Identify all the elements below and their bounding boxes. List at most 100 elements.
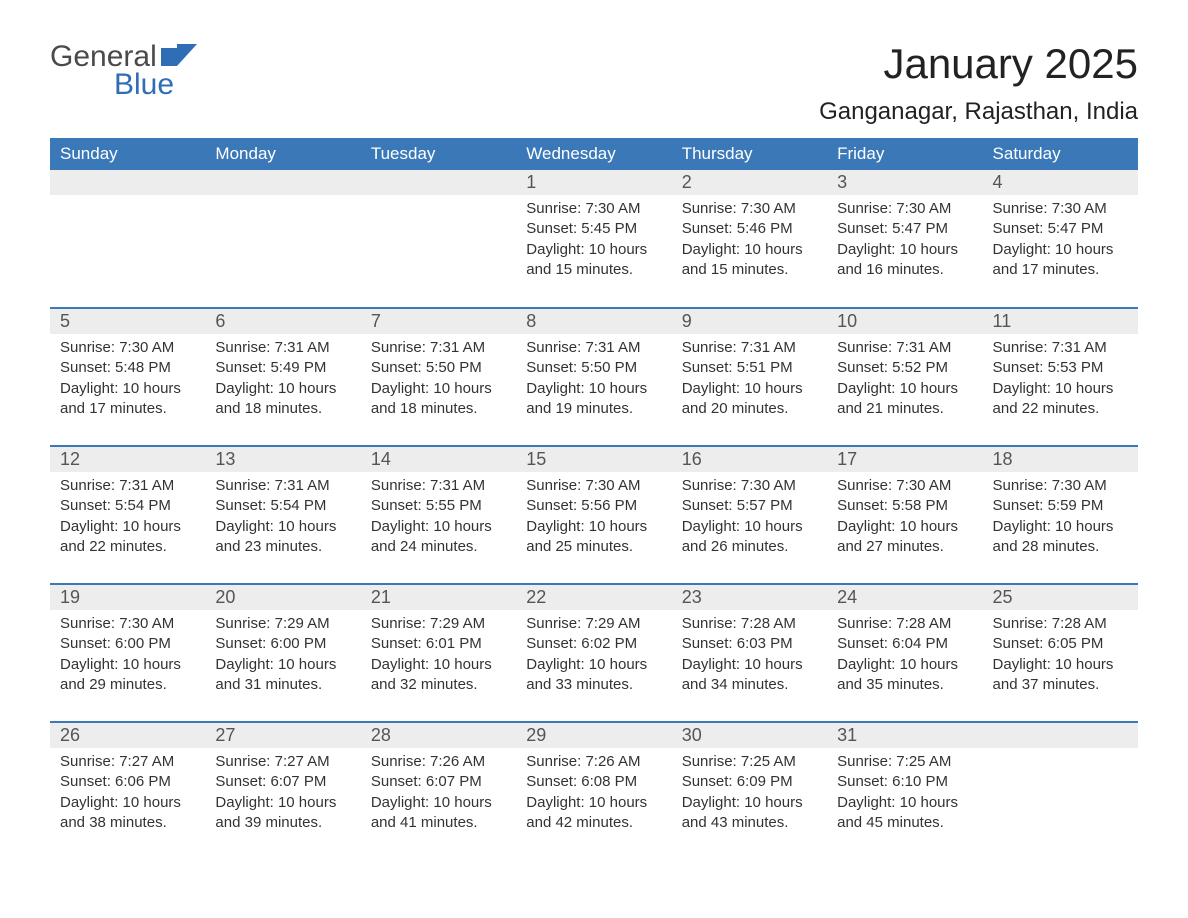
sunrise-text: Sunrise: 7:30 AM [526, 476, 661, 496]
day-number: 22 [516, 585, 671, 610]
day-number: 23 [672, 585, 827, 610]
daylight-text: Daylight: 10 hours and 18 minutes. [371, 379, 506, 420]
day-cell: 1Sunrise: 7:30 AMSunset: 5:45 PMDaylight… [516, 170, 671, 308]
sunrise-text: Sunrise: 7:27 AM [215, 752, 350, 772]
day-number: 3 [827, 170, 982, 195]
sunset-text: Sunset: 5:56 PM [526, 496, 661, 516]
sunrise-text: Sunrise: 7:30 AM [682, 476, 817, 496]
day-cell: 17Sunrise: 7:30 AMSunset: 5:58 PMDayligh… [827, 446, 982, 584]
day-content: Sunrise: 7:28 AMSunset: 6:03 PMDaylight:… [672, 610, 827, 701]
sunset-text: Sunset: 5:49 PM [215, 358, 350, 378]
sunrise-text: Sunrise: 7:31 AM [993, 338, 1128, 358]
day-number: 4 [983, 170, 1138, 195]
day-cell: 13Sunrise: 7:31 AMSunset: 5:54 PMDayligh… [205, 446, 360, 584]
day-number [50, 170, 205, 195]
daylight-text: Daylight: 10 hours and 19 minutes. [526, 379, 661, 420]
sunrise-text: Sunrise: 7:30 AM [993, 476, 1128, 496]
day-cell: 9Sunrise: 7:31 AMSunset: 5:51 PMDaylight… [672, 308, 827, 446]
sunset-text: Sunset: 5:59 PM [993, 496, 1128, 516]
day-content: Sunrise: 7:28 AMSunset: 6:04 PMDaylight:… [827, 610, 982, 701]
day-cell: 23Sunrise: 7:28 AMSunset: 6:03 PMDayligh… [672, 584, 827, 722]
day-number: 30 [672, 723, 827, 748]
sunrise-text: Sunrise: 7:29 AM [371, 614, 506, 634]
weekday-header: Wednesday [516, 138, 671, 170]
day-number: 25 [983, 585, 1138, 610]
day-cell [205, 170, 360, 308]
sunrise-text: Sunrise: 7:28 AM [837, 614, 972, 634]
daylight-text: Daylight: 10 hours and 25 minutes. [526, 517, 661, 558]
sunrise-text: Sunrise: 7:25 AM [837, 752, 972, 772]
daylight-text: Daylight: 10 hours and 21 minutes. [837, 379, 972, 420]
day-number: 31 [827, 723, 982, 748]
daylight-text: Daylight: 10 hours and 17 minutes. [60, 379, 195, 420]
daylight-text: Daylight: 10 hours and 31 minutes. [215, 655, 350, 696]
day-content: Sunrise: 7:30 AMSunset: 5:59 PMDaylight:… [983, 472, 1138, 563]
day-cell: 4Sunrise: 7:30 AMSunset: 5:47 PMDaylight… [983, 170, 1138, 308]
daylight-text: Daylight: 10 hours and 18 minutes. [215, 379, 350, 420]
sunset-text: Sunset: 6:02 PM [526, 634, 661, 654]
flag-icon [161, 44, 197, 71]
sunset-text: Sunset: 5:48 PM [60, 358, 195, 378]
day-number: 15 [516, 447, 671, 472]
day-content: Sunrise: 7:30 AMSunset: 5:56 PMDaylight:… [516, 472, 671, 563]
sunrise-text: Sunrise: 7:26 AM [526, 752, 661, 772]
day-number: 16 [672, 447, 827, 472]
day-content: Sunrise: 7:31 AMSunset: 5:50 PMDaylight:… [516, 334, 671, 425]
day-cell: 10Sunrise: 7:31 AMSunset: 5:52 PMDayligh… [827, 308, 982, 446]
day-number: 28 [361, 723, 516, 748]
day-content: Sunrise: 7:31 AMSunset: 5:50 PMDaylight:… [361, 334, 516, 425]
day-content: Sunrise: 7:29 AMSunset: 6:00 PMDaylight:… [205, 610, 360, 701]
sunset-text: Sunset: 5:58 PM [837, 496, 972, 516]
sunset-text: Sunset: 5:55 PM [371, 496, 506, 516]
day-cell: 14Sunrise: 7:31 AMSunset: 5:55 PMDayligh… [361, 446, 516, 584]
day-content: Sunrise: 7:30 AMSunset: 5:45 PMDaylight:… [516, 195, 671, 286]
header: General Blue January 2025 Ganganagar, Ra… [50, 40, 1138, 126]
day-content: Sunrise: 7:30 AMSunset: 5:48 PMDaylight:… [50, 334, 205, 425]
day-number [361, 170, 516, 195]
daylight-text: Daylight: 10 hours and 32 minutes. [371, 655, 506, 696]
day-number: 26 [50, 723, 205, 748]
sunset-text: Sunset: 6:00 PM [215, 634, 350, 654]
day-number: 10 [827, 309, 982, 334]
daylight-text: Daylight: 10 hours and 42 minutes. [526, 793, 661, 834]
sunrise-text: Sunrise: 7:31 AM [215, 476, 350, 496]
day-cell: 26Sunrise: 7:27 AMSunset: 6:06 PMDayligh… [50, 722, 205, 860]
month-title: January 2025 [819, 40, 1138, 88]
sunrise-text: Sunrise: 7:28 AM [993, 614, 1128, 634]
sunset-text: Sunset: 5:54 PM [60, 496, 195, 516]
sunrise-text: Sunrise: 7:31 AM [371, 338, 506, 358]
day-cell: 16Sunrise: 7:30 AMSunset: 5:57 PMDayligh… [672, 446, 827, 584]
daylight-text: Daylight: 10 hours and 15 minutes. [526, 240, 661, 281]
day-number: 6 [205, 309, 360, 334]
day-content: Sunrise: 7:25 AMSunset: 6:09 PMDaylight:… [672, 748, 827, 839]
day-content: Sunrise: 7:29 AMSunset: 6:01 PMDaylight:… [361, 610, 516, 701]
day-cell: 20Sunrise: 7:29 AMSunset: 6:00 PMDayligh… [205, 584, 360, 722]
sunset-text: Sunset: 6:08 PM [526, 772, 661, 792]
location: Ganganagar, Rajasthan, India [819, 98, 1138, 126]
sunrise-text: Sunrise: 7:27 AM [60, 752, 195, 772]
day-content: Sunrise: 7:30 AMSunset: 5:47 PMDaylight:… [983, 195, 1138, 286]
daylight-text: Daylight: 10 hours and 17 minutes. [993, 240, 1128, 281]
daylight-text: Daylight: 10 hours and 45 minutes. [837, 793, 972, 834]
day-content: Sunrise: 7:26 AMSunset: 6:07 PMDaylight:… [361, 748, 516, 839]
day-content: Sunrise: 7:31 AMSunset: 5:51 PMDaylight:… [672, 334, 827, 425]
day-content: Sunrise: 7:30 AMSunset: 5:58 PMDaylight:… [827, 472, 982, 563]
day-number: 18 [983, 447, 1138, 472]
brand-blue: Blue [114, 68, 197, 102]
daylight-text: Daylight: 10 hours and 22 minutes. [993, 379, 1128, 420]
day-content: Sunrise: 7:29 AMSunset: 6:02 PMDaylight:… [516, 610, 671, 701]
daylight-text: Daylight: 10 hours and 28 minutes. [993, 517, 1128, 558]
calendar-table: Sunday Monday Tuesday Wednesday Thursday… [50, 138, 1138, 860]
sunrise-text: Sunrise: 7:29 AM [526, 614, 661, 634]
day-cell: 18Sunrise: 7:30 AMSunset: 5:59 PMDayligh… [983, 446, 1138, 584]
day-number: 5 [50, 309, 205, 334]
sunset-text: Sunset: 6:07 PM [215, 772, 350, 792]
sunrise-text: Sunrise: 7:30 AM [60, 338, 195, 358]
day-content: Sunrise: 7:25 AMSunset: 6:10 PMDaylight:… [827, 748, 982, 839]
daylight-text: Daylight: 10 hours and 43 minutes. [682, 793, 817, 834]
sunset-text: Sunset: 5:52 PM [837, 358, 972, 378]
sunrise-text: Sunrise: 7:30 AM [837, 199, 972, 219]
day-content: Sunrise: 7:31 AMSunset: 5:49 PMDaylight:… [205, 334, 360, 425]
sunset-text: Sunset: 6:07 PM [371, 772, 506, 792]
day-cell: 30Sunrise: 7:25 AMSunset: 6:09 PMDayligh… [672, 722, 827, 860]
